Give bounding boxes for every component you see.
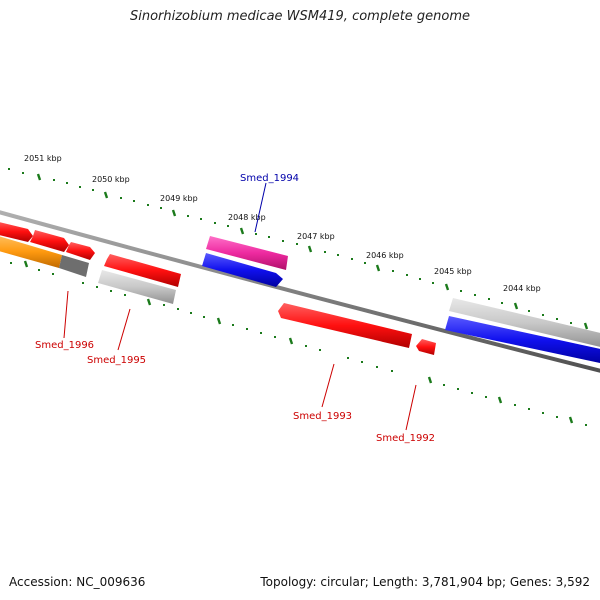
feature-grey-right[interactable] (449, 298, 600, 348)
leader-smed-1996 (63, 290, 69, 339)
leader-smed-1993 (321, 363, 335, 408)
gene-label-smed-1994[interactable]: Smed_1994 (240, 173, 299, 184)
gene-label-smed-1992[interactable]: Smed_1992 (376, 433, 435, 444)
kbp-label-2047: 2047 kbp (297, 232, 335, 241)
lower-tick-row (10, 260, 587, 426)
genome-title: Sinorhizobium medicae WSM419, complete g… (129, 9, 471, 24)
kbp-label-2050: 2050 kbp (92, 175, 130, 184)
kbp-label-2044: 2044 kbp (503, 284, 541, 293)
gene-label-smed-1996[interactable]: Smed_1996 (35, 340, 94, 351)
upper-tick-row: 2051 kbp 2050 kbp 2049 kbp 2048 kbp 2047… (8, 154, 589, 330)
leader-smed-1995 (117, 308, 131, 351)
feature-blue-right[interactable] (445, 316, 600, 364)
feature-red-3[interactable] (66, 242, 95, 260)
gene-label-smed-1995[interactable]: Smed_1995 (87, 355, 146, 366)
kbp-label-2048: 2048 kbp (228, 213, 266, 222)
gene-label-smed-1993[interactable]: Smed_1993 (293, 411, 352, 422)
topology-summary-text: Topology: circular; Length: 3,781,904 bp… (260, 575, 590, 589)
feature-darkgrey-smed-1996[interactable] (59, 255, 89, 277)
feature-blue-smed-1994-lower[interactable] (202, 253, 283, 287)
feature-orange-smed-1996[interactable] (0, 235, 62, 268)
backbone (0, 210, 600, 373)
kbp-label-2046: 2046 kbp (366, 251, 404, 260)
feature-red-smed-1992[interactable] (416, 339, 436, 355)
feature-red-smed-1993[interactable] (278, 303, 412, 348)
feature-red-2[interactable] (30, 230, 69, 252)
feature-red-1[interactable] (0, 221, 33, 242)
lower-minor-ticks (10, 262, 587, 426)
accession-text: Accession: NC_009636 (9, 575, 146, 589)
plus-strand-features (0, 221, 600, 348)
lower-major-ticks (23, 260, 574, 424)
feature-grey-smed-1995[interactable] (98, 270, 176, 304)
leader-smed-1992 (405, 384, 417, 431)
kbp-label-2051: 2051 kbp (24, 154, 62, 163)
leader-smed-1994 (254, 182, 267, 233)
kbp-label-2049: 2049 kbp (160, 194, 198, 203)
minus-strand-features (0, 235, 600, 364)
kbp-label-2045: 2045 kbp (434, 267, 472, 276)
feature-magenta-smed-1994[interactable] (206, 236, 288, 270)
upper-minor-ticks (8, 168, 572, 324)
gene-labels: Smed_1994 Smed_1996 Smed_1995 Smed_1993 … (35, 173, 435, 444)
feature-red-4[interactable] (104, 254, 181, 287)
upper-major-ticks (36, 173, 589, 330)
